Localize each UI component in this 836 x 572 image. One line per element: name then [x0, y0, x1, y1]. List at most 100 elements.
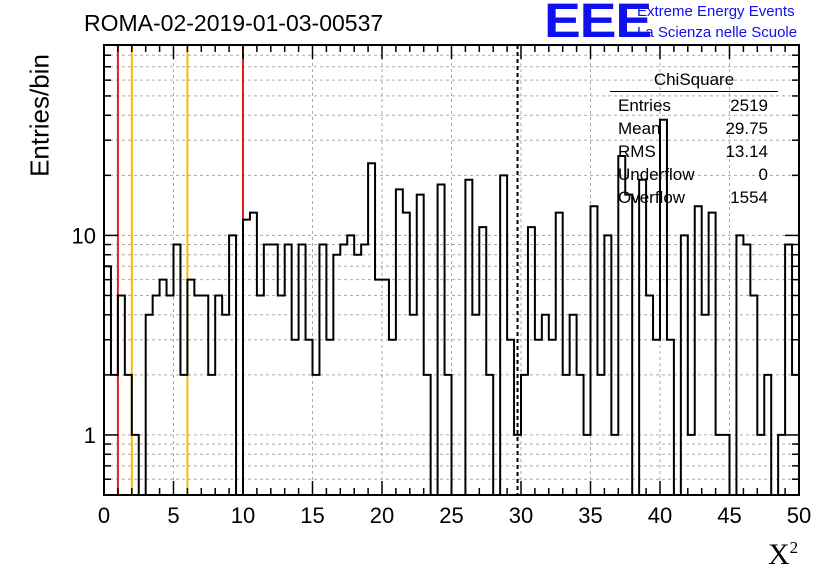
histogram-bin: [187, 280, 194, 495]
histogram-bin: [180, 375, 187, 495]
histogram-bin: [201, 295, 208, 495]
x-tick-label: 50: [787, 503, 811, 528]
histogram-bin: [500, 175, 507, 495]
histogram-bin: [194, 295, 201, 495]
x-tick-label: 35: [578, 503, 602, 528]
histogram-bin: [472, 315, 479, 495]
stats-row: Mean 29.75: [610, 117, 778, 140]
x-tick-label: 10: [231, 503, 255, 528]
x-tick-label: 25: [439, 503, 463, 528]
histogram-bin: [465, 180, 472, 495]
histogram-bin: [445, 375, 452, 495]
histogram-bin: [688, 435, 695, 495]
histogram-bin: [611, 435, 618, 495]
stats-row: Overflow 1554: [610, 186, 778, 209]
x-axis-label: X2: [768, 538, 799, 571]
x-tick-label: 45: [717, 503, 741, 528]
histogram-bin: [667, 340, 674, 495]
histogram-bin: [778, 435, 785, 495]
histogram-bin: [597, 375, 604, 495]
histogram-bin: [153, 295, 160, 495]
logo-line-1: Extreme Energy Events: [637, 3, 795, 20]
histogram-bin: [167, 295, 174, 495]
histogram-bin: [333, 255, 340, 495]
histogram-bin: [702, 315, 709, 495]
histogram-bin: [535, 340, 542, 495]
histogram-bin: [174, 245, 181, 495]
histogram-bin: [646, 295, 653, 495]
histogram-bin: [604, 235, 611, 495]
histogram-bin: [326, 340, 333, 495]
stats-row: Underflow 0: [610, 163, 778, 186]
histogram-bin: [403, 213, 410, 495]
stats-box: ChiSquare Entries 2519 Mean 29.75 RMS 13.14 Un…: [610, 70, 778, 209]
histogram-bin: [222, 315, 229, 495]
histogram-bin: [424, 375, 431, 495]
x-tick-label: 30: [509, 503, 533, 528]
histogram-bin: [257, 295, 264, 495]
histogram-bin: [563, 375, 570, 495]
histogram-bin: [340, 245, 347, 495]
histogram-bin: [347, 235, 354, 495]
histogram-bin: [549, 340, 556, 495]
x-tick-label: 20: [370, 503, 394, 528]
histogram-bin: [639, 180, 646, 495]
histogram-bin: [271, 245, 278, 495]
histogram-bin: [375, 280, 382, 495]
stats-row-value: 1554: [730, 188, 768, 207]
histogram-bin: [361, 245, 368, 495]
histogram-bin: [229, 235, 236, 495]
stats-row: Entries 2519: [610, 94, 778, 117]
stats-row-label: Underflow: [618, 165, 695, 184]
histogram-bin: [417, 195, 424, 495]
histogram-bin: [709, 213, 716, 495]
chart-title: ROMA-02-2019-01-03-00537: [84, 10, 384, 36]
histogram-bin: [514, 435, 521, 495]
histogram-bin: [389, 340, 396, 495]
eee-logo: EEE: [544, 0, 652, 48]
x-tick-label: 15: [300, 503, 324, 528]
histogram-bin: [507, 340, 514, 495]
histogram-bin: [354, 255, 361, 495]
histogram-bin: [542, 315, 549, 495]
stats-row-label: Mean: [618, 119, 661, 138]
histogram-bin: [764, 375, 771, 495]
grid-lines: [104, 45, 799, 495]
histogram-bin: [584, 435, 591, 495]
y-tick-label: 1: [84, 423, 96, 448]
histogram-bin: [757, 435, 764, 495]
histogram-bin: [570, 315, 577, 495]
axis-ticks: 0 5 10 15 20 25 30 35 40 45 50 1 10: [72, 44, 811, 528]
stats-row-value: 0: [758, 165, 768, 184]
y-axis-label: Entries/bin: [24, 54, 55, 177]
histogram-bin: [528, 227, 535, 495]
histogram-bin: [264, 245, 271, 495]
histogram-bin: [521, 375, 528, 495]
stats-row-label: Overflow: [618, 188, 686, 207]
x-tick-label: 5: [167, 503, 179, 528]
histogram-bin: [653, 340, 660, 495]
histogram-bin: [319, 245, 326, 495]
stats-row-value: 13.14: [725, 142, 768, 161]
stats-row-label: RMS: [618, 142, 656, 161]
histogram-bin: [716, 435, 723, 495]
histogram-bin: [625, 195, 632, 495]
histogram-bin: [160, 280, 167, 495]
histogram-bin: [292, 340, 299, 495]
histogram-bin: [743, 245, 750, 495]
histogram-bin: [736, 235, 743, 495]
stats-row-value: 29.75: [725, 119, 768, 138]
histogram-bin: [299, 245, 306, 495]
histogram-bin: [382, 280, 389, 495]
histogram-bin: [146, 315, 153, 495]
histogram-bin: [695, 206, 702, 495]
histogram-bin: [125, 375, 132, 495]
histogram-bin: [479, 227, 486, 495]
histogram-bin: [250, 213, 257, 495]
logo-line-2: La Scienza nelle Scuole: [637, 24, 798, 41]
histogram-bin: [285, 245, 292, 495]
histogram-bin: [591, 206, 598, 495]
histogram-bin: [785, 245, 792, 495]
histogram-bin: [104, 266, 111, 495]
